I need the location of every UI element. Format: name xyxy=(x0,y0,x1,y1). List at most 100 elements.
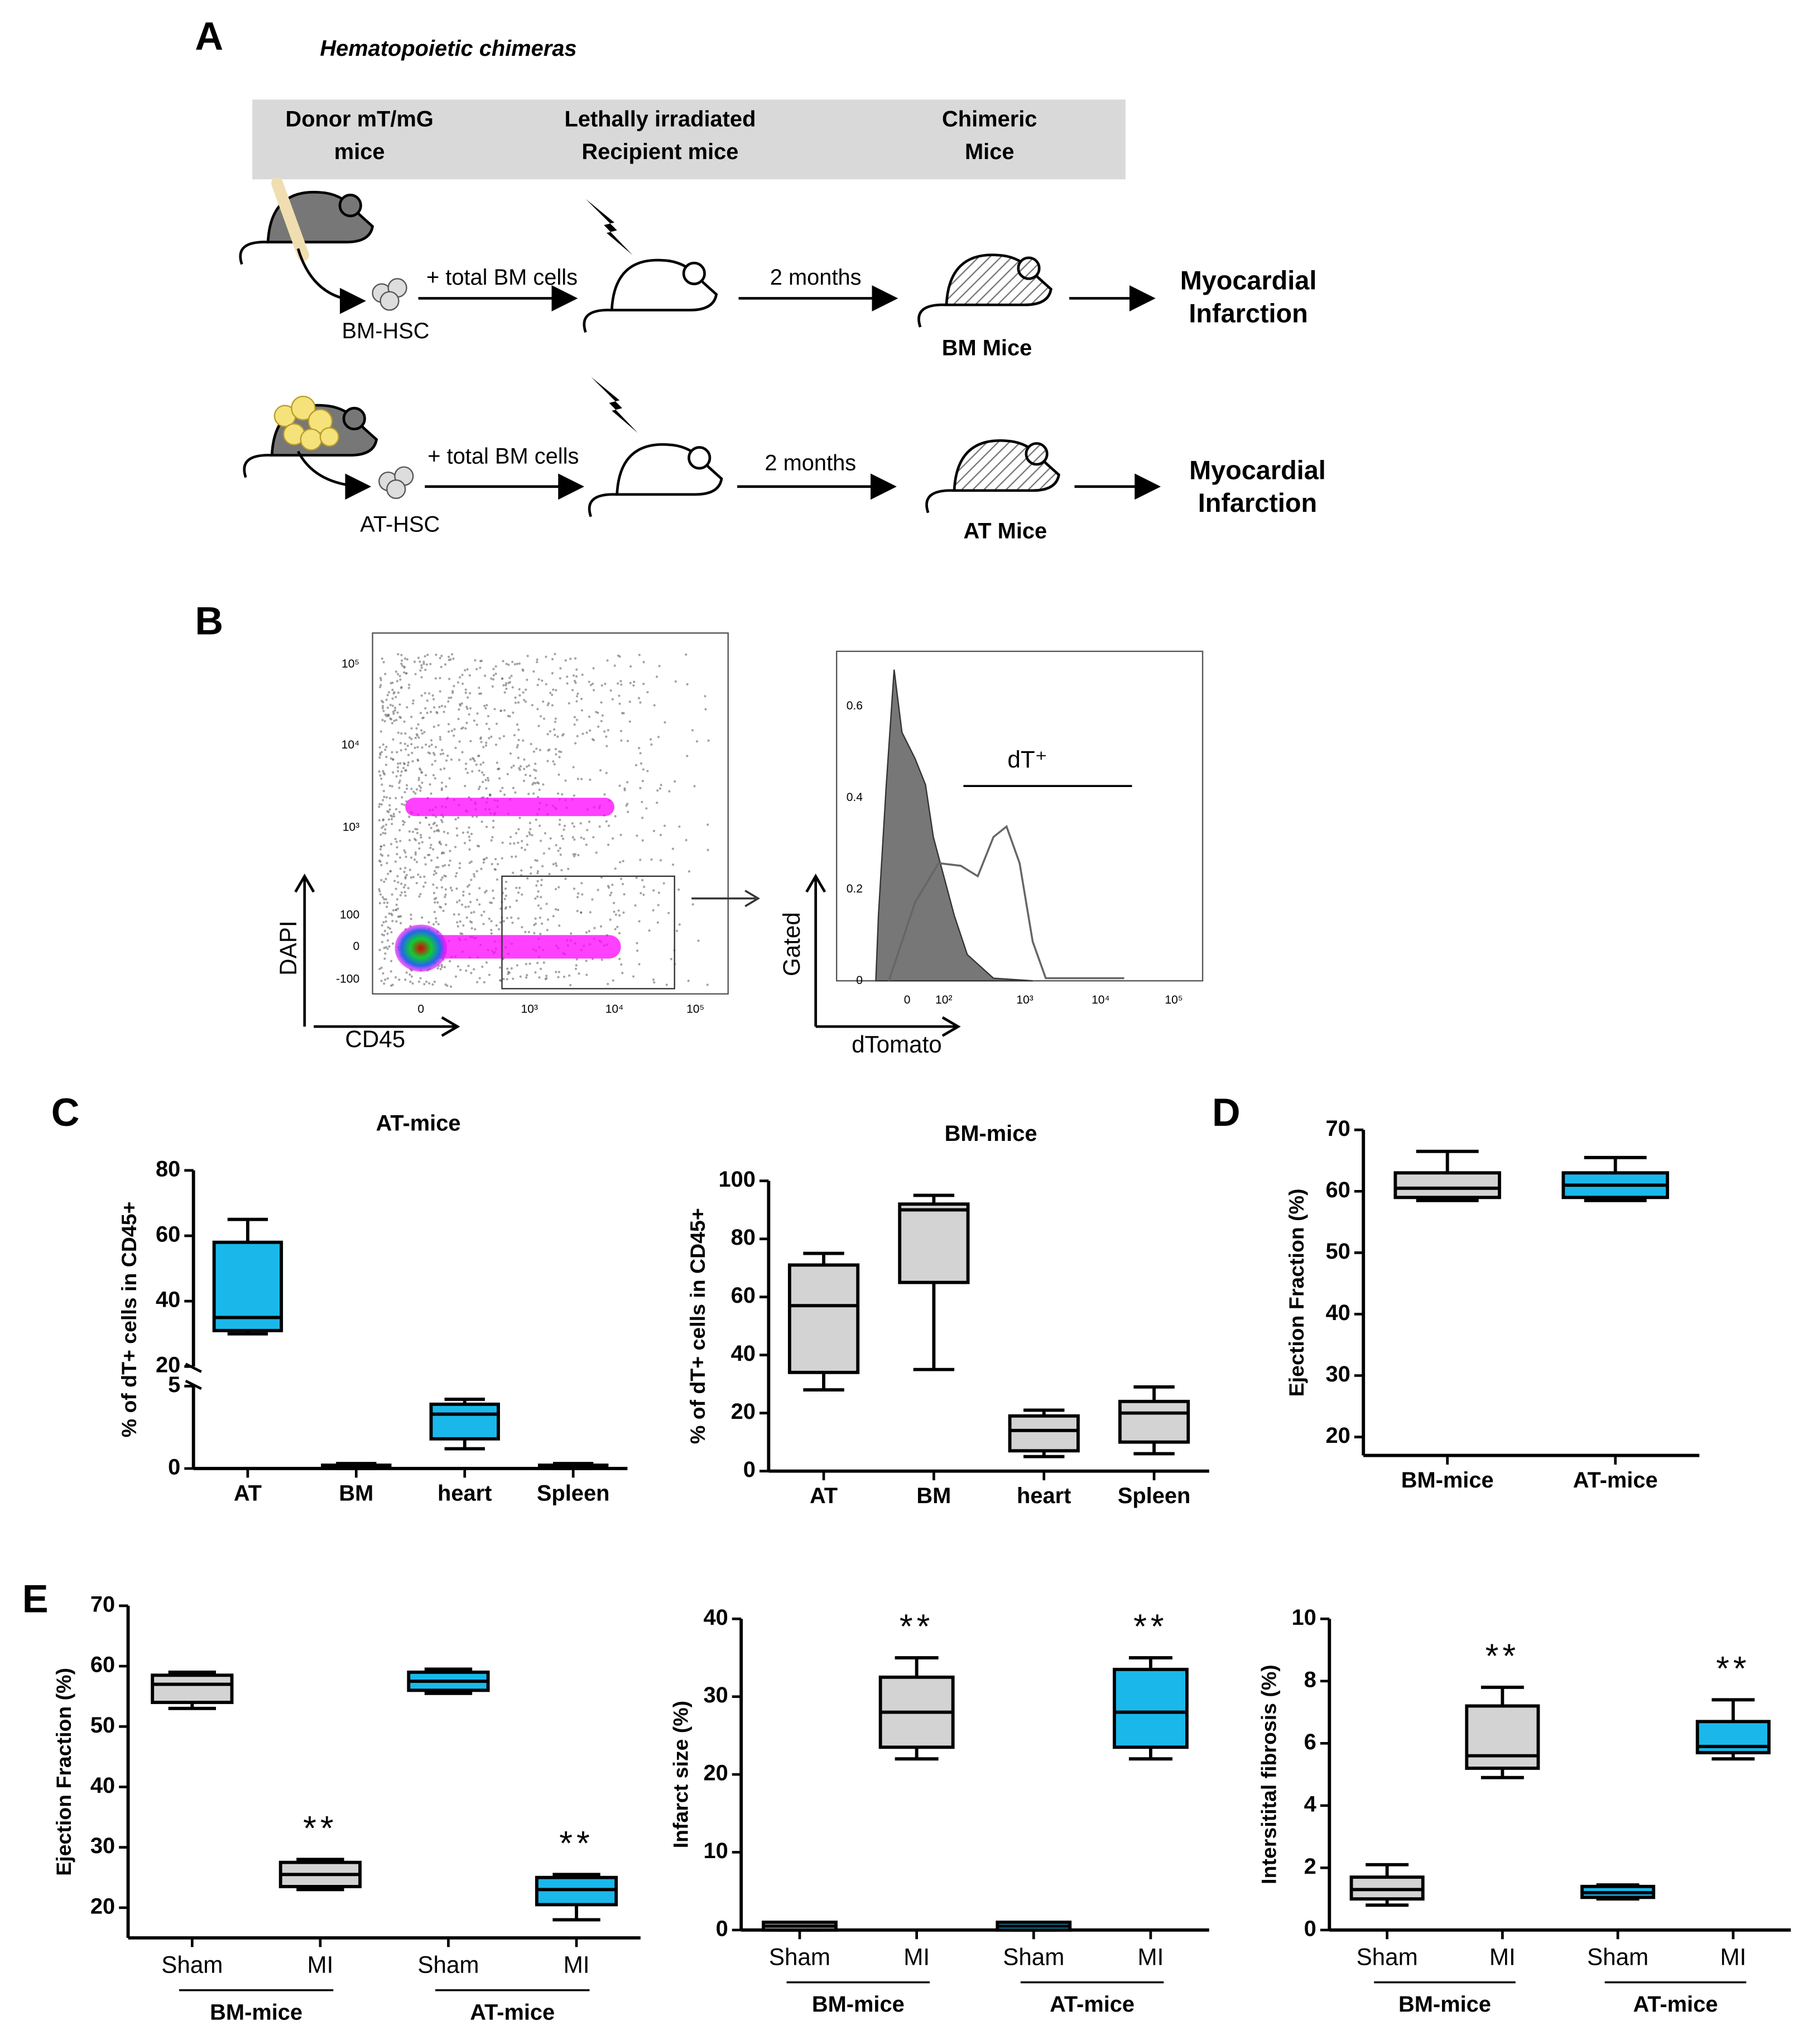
scatter-dot xyxy=(539,824,541,827)
mice-label: BM Mice xyxy=(942,335,1032,360)
scatter-dot xyxy=(469,901,472,904)
scatter-dot xyxy=(444,705,446,708)
box xyxy=(1008,1414,1080,1453)
scatter-dot xyxy=(592,836,595,839)
y-tick-label: 40 xyxy=(156,1288,180,1312)
scatter-dot xyxy=(641,817,644,819)
scatter-dot xyxy=(579,822,582,825)
scatter-dot xyxy=(503,898,506,900)
scatter-dot xyxy=(426,699,429,702)
scatter-dot xyxy=(526,834,528,838)
scatter-dot xyxy=(397,731,400,734)
scatter-dot xyxy=(660,784,662,786)
y-tick-label: 10³ xyxy=(343,821,359,834)
scatter-dot xyxy=(473,760,476,762)
scatter-dot xyxy=(382,819,384,822)
scatter-dot xyxy=(444,663,447,666)
scatter-dot xyxy=(484,744,488,747)
scatter-dot xyxy=(485,826,488,828)
scatter-dot xyxy=(475,899,478,901)
scatter-dot xyxy=(454,846,457,848)
scatter-dot xyxy=(706,823,709,826)
scatter-dot xyxy=(393,880,396,882)
scatter-dot xyxy=(422,663,425,665)
scatter-dot xyxy=(548,847,551,850)
scatter-dot xyxy=(706,983,709,986)
scatter-dot xyxy=(468,884,470,886)
scatter-dot xyxy=(379,676,382,679)
column-header: Donor mT/mG xyxy=(285,107,433,131)
scatter-dot xyxy=(426,712,429,714)
scatter-dot xyxy=(464,762,468,765)
scatter-dot xyxy=(479,692,483,695)
scatter-dot xyxy=(502,920,505,923)
scatter-dot xyxy=(415,727,418,730)
scatter-dot xyxy=(542,852,545,855)
scatter-dot xyxy=(432,883,435,886)
scatter-dot xyxy=(561,837,565,840)
scatter-dot xyxy=(384,915,387,919)
scatter-dot xyxy=(432,698,435,700)
scatter-dot xyxy=(561,793,564,796)
scatter-dot xyxy=(612,901,616,905)
scatter-dot xyxy=(536,708,539,711)
scatter-dot xyxy=(538,976,541,979)
scatter-dot xyxy=(510,674,513,677)
scatter-dot xyxy=(632,975,635,978)
scatter-dot xyxy=(490,929,493,932)
scatter-dot xyxy=(652,829,656,832)
scatter-dot xyxy=(390,757,392,760)
scatter-dot xyxy=(606,659,609,662)
scatter-dot xyxy=(601,714,604,717)
scatter-dot xyxy=(499,790,502,793)
scatter-dot xyxy=(542,961,545,964)
scatter-dot xyxy=(410,918,412,920)
scatter-dot xyxy=(614,928,617,930)
scatter-dot xyxy=(380,845,383,848)
scatter-dot xyxy=(569,658,572,660)
scatter-dot xyxy=(516,746,518,749)
scatter-dot xyxy=(421,717,424,719)
scatter-dot xyxy=(517,701,520,704)
scatter-dot xyxy=(667,911,670,914)
scatter-dot xyxy=(678,825,681,828)
scatter-dot xyxy=(532,792,535,795)
scatter-dot xyxy=(658,665,661,668)
scatter-dot xyxy=(638,963,641,966)
panel-a-art xyxy=(241,99,1161,516)
y-tick-label: 60 xyxy=(731,1283,756,1308)
scatter-dot xyxy=(645,807,648,810)
scatter-dot xyxy=(458,899,461,902)
scatter-dot xyxy=(464,905,467,909)
time-label: 2 months xyxy=(765,450,856,475)
scatter-dot xyxy=(485,961,488,964)
scatter-dot xyxy=(571,822,574,825)
x-tick-label: MI xyxy=(1720,1944,1746,1970)
scatter-dot xyxy=(403,666,406,669)
scatter-dot xyxy=(554,748,557,751)
scatter-dot xyxy=(464,767,467,770)
scatter-dot xyxy=(534,971,537,974)
scatter-dot xyxy=(470,927,473,930)
x-tick-label: BM xyxy=(339,1481,373,1505)
scatter-dot xyxy=(444,864,446,867)
scatter-dot xyxy=(435,866,438,869)
scatter-dot xyxy=(386,932,389,935)
scatter-dot xyxy=(521,668,524,671)
scatter-dot xyxy=(417,759,420,762)
scatter-dot xyxy=(581,673,584,676)
scatter-dot xyxy=(551,704,554,707)
scatter-dot xyxy=(463,842,467,845)
scatter-dot xyxy=(671,847,674,850)
scatter-dot xyxy=(488,973,491,976)
scatter-dot xyxy=(634,764,638,766)
scatter-dot xyxy=(439,676,441,679)
scatter-dot xyxy=(504,880,508,884)
scatter-dot xyxy=(402,886,405,889)
time-label: 2 months xyxy=(770,265,862,290)
scatter-dot xyxy=(554,721,557,723)
scatter-dot xyxy=(486,704,488,707)
scatter-dot xyxy=(430,792,432,795)
scatter-dot xyxy=(496,761,498,764)
scatter-dot xyxy=(534,859,537,862)
